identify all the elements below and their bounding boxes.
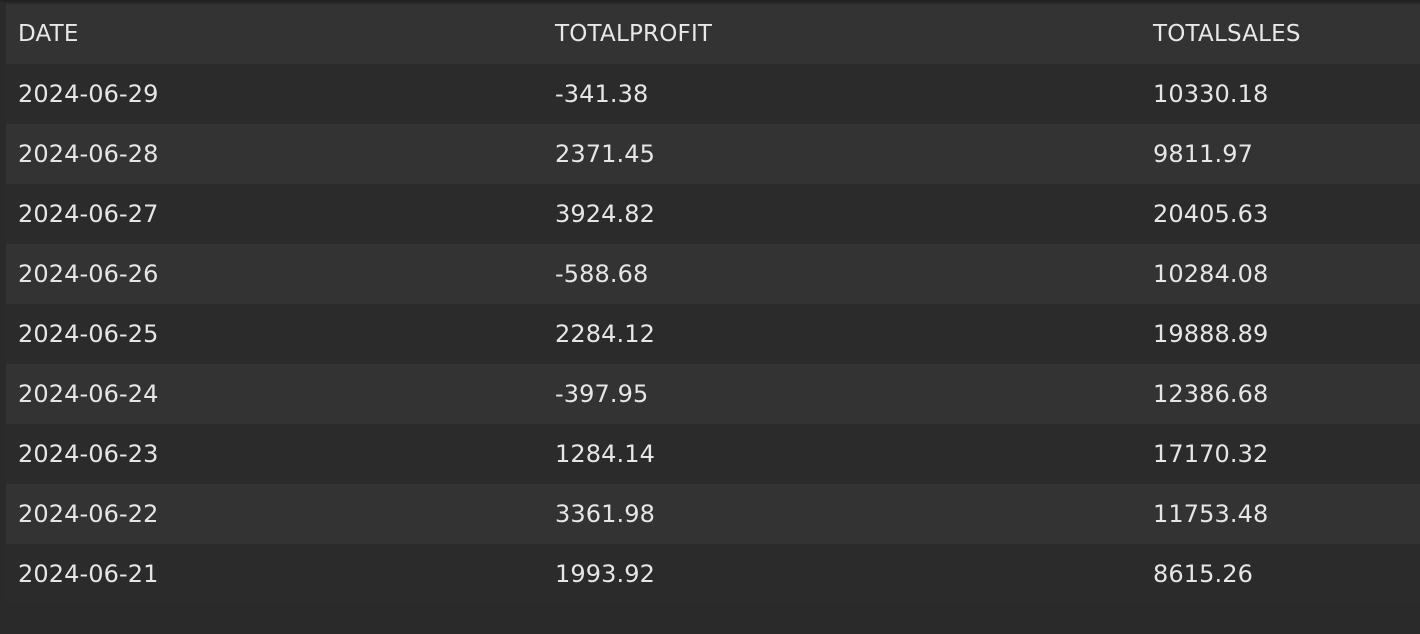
cell-date: 2024-06-23 [18, 440, 159, 468]
cell-totalsales: 19888.89 [1153, 320, 1269, 348]
cell-totalprofit: 2284.12 [555, 320, 655, 348]
cell-totalsales: 20405.63 [1153, 200, 1269, 228]
cell-totalprofit: -397.95 [555, 380, 649, 408]
cell-totalprofit: 3361.98 [555, 500, 655, 528]
cell-totalsales: 8615.26 [1153, 560, 1253, 588]
cell-date: 2024-06-21 [18, 560, 159, 588]
table-row[interactable]: 2024-06-27 3924.82 20405.63 [6, 184, 1420, 244]
cell-date: 2024-06-24 [18, 380, 159, 408]
cell-totalsales: 9811.97 [1153, 140, 1253, 168]
cell-date: 2024-06-22 [18, 500, 159, 528]
cell-totalsales: 10284.08 [1153, 260, 1269, 288]
cell-totalsales: 11753.48 [1153, 500, 1269, 528]
cell-date: 2024-06-27 [18, 200, 159, 228]
cell-date: 2024-06-29 [18, 80, 159, 108]
column-header-date[interactable]: DATE [18, 21, 79, 47]
table-header: DATE TOTALPROFIT TOTALSALES [6, 4, 1420, 64]
cell-date: 2024-06-25 [18, 320, 159, 348]
table-row[interactable]: 2024-06-28 2371.45 9811.97 [6, 124, 1420, 184]
cell-totalprofit: 2371.45 [555, 140, 655, 168]
cell-totalprofit: -341.38 [555, 80, 649, 108]
cell-totalsales: 17170.32 [1153, 440, 1269, 468]
table-row[interactable]: 2024-06-24 -397.95 12386.68 [6, 364, 1420, 424]
table-row[interactable]: 2024-06-26 -588.68 10284.08 [6, 244, 1420, 304]
table-row[interactable]: 2024-06-23 1284.14 17170.32 [6, 424, 1420, 484]
table-row[interactable]: 2024-06-22 3361.98 11753.48 [6, 484, 1420, 544]
table-row[interactable]: 2024-06-21 1993.92 8615.26 [6, 544, 1420, 604]
cell-totalprofit: -588.68 [555, 260, 649, 288]
table-row[interactable]: 2024-06-25 2284.12 19888.89 [6, 304, 1420, 364]
cell-totalprofit: 1284.14 [555, 440, 655, 468]
cell-date: 2024-06-28 [18, 140, 159, 168]
cell-date: 2024-06-26 [18, 260, 159, 288]
table-row[interactable]: 2024-06-29 -341.38 10330.18 [6, 64, 1420, 124]
results-table: DATE TOTALPROFIT TOTALSALES 2024-06-29 -… [6, 4, 1420, 604]
cell-totalprofit: 3924.82 [555, 200, 655, 228]
cell-totalsales: 10330.18 [1153, 80, 1269, 108]
column-header-totalsales[interactable]: TOTALSALES [1153, 21, 1301, 47]
cell-totalsales: 12386.68 [1153, 380, 1269, 408]
cell-totalprofit: 1993.92 [555, 560, 655, 588]
column-header-totalprofit[interactable]: TOTALPROFIT [555, 21, 713, 47]
